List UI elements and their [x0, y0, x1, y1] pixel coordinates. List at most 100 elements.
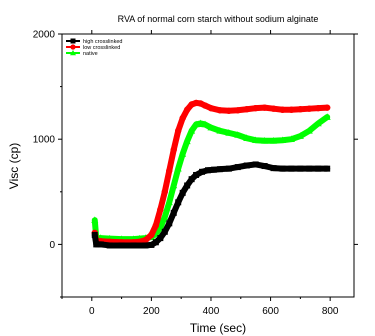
- data-point: [205, 167, 211, 174]
- legend-marker: [70, 50, 76, 56]
- data-point: [183, 137, 191, 145]
- x-tick-label: 800: [322, 306, 339, 317]
- chart-title: RVA of normal corn starch without sodium…: [118, 14, 319, 24]
- data-point: [216, 166, 223, 173]
- data-point: [183, 106, 191, 113]
- data-point: [261, 163, 268, 170]
- data-point: [184, 182, 191, 189]
- data-point: [91, 231, 98, 238]
- x-axis-title: Time (sec): [190, 321, 246, 335]
- data-point: [130, 242, 137, 249]
- data-point: [279, 106, 286, 113]
- data-point: [166, 167, 173, 174]
- data-point: [175, 127, 182, 134]
- axis-ticks: 0 200 400 600 800 0 1000 2000: [33, 30, 358, 317]
- data-point: [216, 107, 224, 114]
- data-point: [314, 119, 322, 127]
- data-point: [161, 228, 168, 235]
- legend-label: high crosslinked: [83, 39, 122, 45]
- data-point: [252, 136, 260, 144]
- data-point: [225, 165, 232, 172]
- data-point: [210, 166, 217, 173]
- data-point: [188, 126, 196, 134]
- data-point: [170, 209, 177, 216]
- data-point: [252, 104, 259, 112]
- data-point: [234, 107, 241, 114]
- y-tick-label: 0: [49, 240, 55, 251]
- data-point: [288, 165, 295, 172]
- data-point: [161, 188, 168, 195]
- data-point: [175, 199, 182, 206]
- data-point: [243, 134, 251, 141]
- data-point: [315, 104, 322, 112]
- series-2: [91, 113, 331, 243]
- data-point: [142, 236, 149, 244]
- data-point: [97, 241, 104, 248]
- data-point: [179, 189, 186, 196]
- data-point: [174, 164, 182, 172]
- data-point: [216, 126, 224, 134]
- data-point: [297, 165, 304, 172]
- data-point: [170, 181, 178, 189]
- data-point: [234, 131, 242, 138]
- data-point: [323, 113, 331, 120]
- x-tick-label: 400: [203, 306, 220, 317]
- data-point: [148, 231, 155, 239]
- data-point: [179, 150, 187, 157]
- y-axis-title: Visc (cp): [7, 143, 21, 189]
- series-0: [91, 161, 331, 249]
- data-point: [179, 114, 186, 122]
- legend-marker: [70, 44, 76, 50]
- data-point: [261, 136, 269, 144]
- data-point: [142, 242, 149, 249]
- data-point: [106, 242, 113, 249]
- data-point: [91, 216, 99, 224]
- data-point: [323, 104, 331, 111]
- data-point: [279, 165, 286, 172]
- data-point: [288, 106, 295, 113]
- data-point: [270, 165, 277, 172]
- data-point: [225, 107, 233, 114]
- data-point: [324, 165, 331, 172]
- data-point: [93, 241, 100, 248]
- data-point: [306, 105, 313, 112]
- y-tick-label: 1000: [33, 135, 56, 146]
- data-point: [297, 106, 304, 113]
- data-point: [278, 136, 286, 144]
- data-point: [296, 132, 304, 139]
- data-point: [118, 242, 125, 249]
- data-point: [315, 165, 322, 172]
- data-point: [225, 129, 233, 136]
- data-point: [207, 123, 215, 131]
- data-point: [261, 104, 268, 111]
- data-point: [161, 213, 169, 220]
- data-point: [156, 223, 164, 231]
- x-tick-label: 200: [143, 306, 160, 317]
- data-point: [201, 102, 209, 109]
- data-point: [193, 171, 200, 178]
- data-point: [165, 198, 173, 206]
- data-point: [243, 162, 250, 169]
- data-point: [152, 222, 160, 229]
- data-point: [148, 241, 155, 248]
- x-tick-label: 0: [89, 306, 95, 317]
- y-tick-label: 2000: [33, 30, 56, 41]
- data-point: [197, 119, 205, 127]
- data-point: [287, 135, 295, 142]
- data-point: [270, 105, 277, 112]
- data-point: [270, 136, 278, 144]
- legend-label: native: [83, 51, 98, 57]
- series-layer: [91, 99, 331, 249]
- data-point: [207, 104, 215, 112]
- legend-marker: [70, 38, 76, 44]
- data-point: [305, 126, 313, 134]
- plot-frame: [61, 33, 355, 298]
- data-point: [243, 106, 250, 113]
- data-point: [234, 164, 241, 171]
- data-point: [157, 206, 164, 213]
- data-point: [152, 239, 159, 246]
- data-point: [157, 235, 164, 242]
- series-1: [91, 99, 331, 246]
